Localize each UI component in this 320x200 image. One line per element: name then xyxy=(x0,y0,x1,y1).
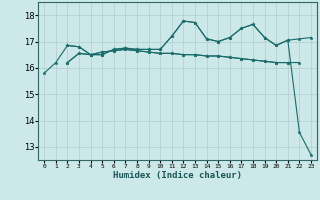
X-axis label: Humidex (Indice chaleur): Humidex (Indice chaleur) xyxy=(113,171,242,180)
